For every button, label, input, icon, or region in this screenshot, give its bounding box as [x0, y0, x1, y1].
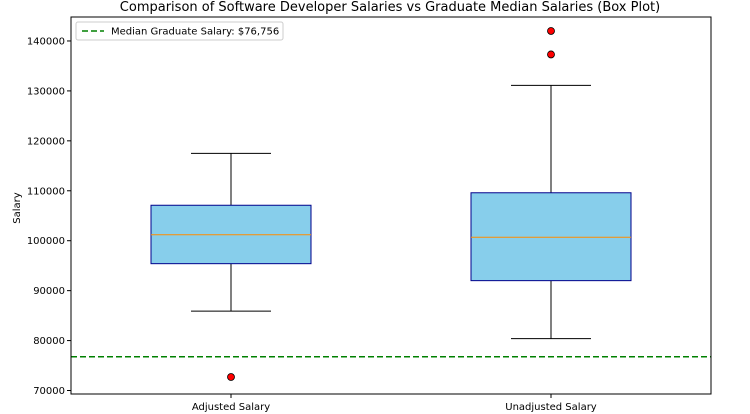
outlier-point: [547, 27, 555, 35]
outlier-point: [227, 373, 235, 381]
y-tick-label: 70000: [33, 386, 65, 397]
chart-title: Comparison of Software Developer Salarie…: [120, 0, 660, 15]
legend-box: [75, 21, 284, 41]
y-tick-label: 80000: [33, 336, 65, 347]
y-tick-label: 100000: [27, 236, 65, 247]
axes-frame: [70, 16, 712, 395]
x-tick-label: Unadjusted Salary: [505, 402, 597, 413]
y-tick-label: 130000: [27, 86, 65, 97]
y-tick-label: 120000: [27, 136, 65, 147]
y-tick-label: 140000: [27, 36, 65, 47]
plot-area: 70000 80000 90000 100000 110000 120000 130000 1…: [27, 16, 712, 413]
outlier-point: [547, 50, 555, 59]
y-tick-label: 90000: [33, 286, 65, 297]
y-tick-label: 110000: [27, 186, 65, 197]
x-tick-label: Adjusted Salary: [192, 402, 270, 413]
y-axis-label: Salary: [12, 192, 23, 223]
legend-label: Median Graduate Salary: $76,756: [111, 27, 279, 38]
